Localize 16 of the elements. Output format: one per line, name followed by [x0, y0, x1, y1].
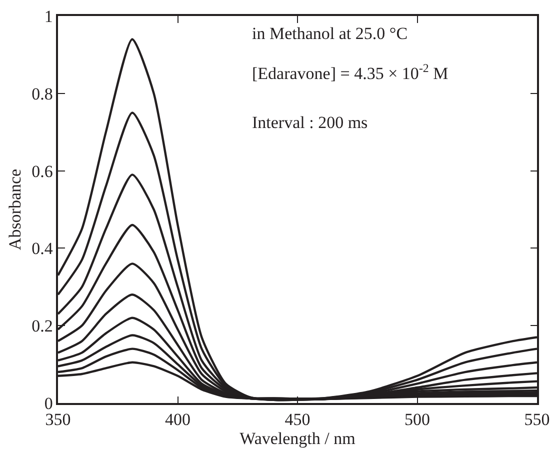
- annotation: Interval : 200 ms: [252, 113, 368, 132]
- y-tick-label: 0.2: [32, 316, 53, 336]
- x-tick-label: 550: [524, 410, 550, 430]
- y-axis-title: Absorbance: [6, 168, 25, 250]
- y-tick-label: 0.4: [32, 239, 54, 258]
- x-tick-label: 450: [284, 410, 310, 430]
- annotation: in Methanol at 25.0 °C: [252, 24, 408, 43]
- y-tick-label: 1: [44, 6, 53, 26]
- y-tick-label: 0: [44, 394, 53, 413]
- x-tick-label: 500: [404, 410, 430, 430]
- x-tick-label: 400: [165, 410, 190, 430]
- annotation: [Edaravone] = 4.35 × 10$^{-2}$ M: [252, 61, 448, 84]
- y-tick-label: 0.6: [32, 162, 53, 181]
- x-tick-label: 350: [45, 410, 71, 430]
- x-axis-title: Wavelength / nm: [240, 429, 356, 448]
- y-tick-label: 0.8: [32, 84, 53, 104]
